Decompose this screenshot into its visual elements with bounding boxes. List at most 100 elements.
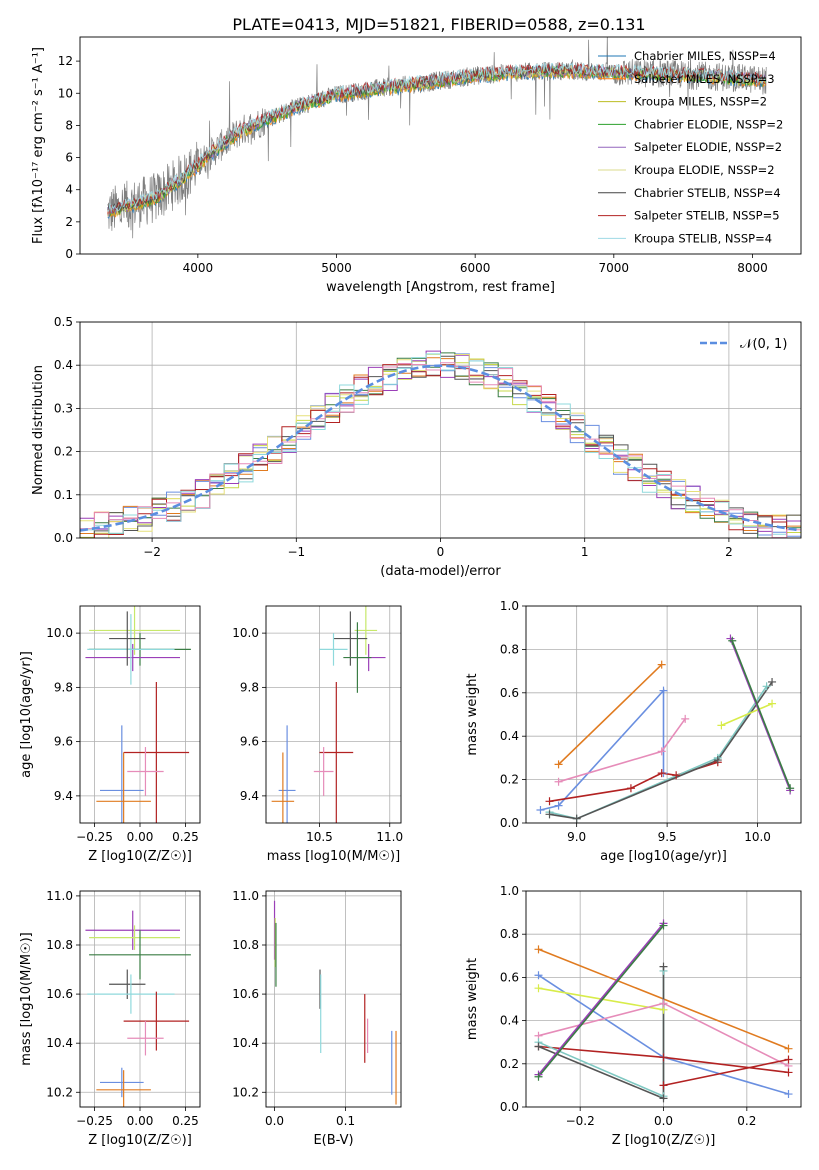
y-tick-label: 0.4 — [500, 729, 519, 743]
y-tick-label: 0.1 — [54, 488, 73, 502]
weight-point-marker — [717, 721, 726, 730]
legend-label: Kroupa ELODIE, NSSP=2 — [634, 163, 775, 177]
x-tick-label: 9.0 — [567, 830, 586, 844]
weight-point-marker — [659, 962, 668, 971]
weight-point-marker — [784, 1044, 793, 1053]
y-tick-label: 11.0 — [232, 889, 259, 903]
axes-frame — [79, 890, 201, 1108]
legend-label: 𝒩(0, 1) — [740, 337, 787, 352]
weight-point-marker — [713, 756, 722, 765]
x-tick-label: 0.25 — [172, 1114, 199, 1128]
y-tick-label: 10 — [58, 86, 73, 100]
y-tick-label: 9.4 — [240, 789, 259, 803]
legend-label: Kroupa MILES, NSSP=2 — [634, 95, 767, 109]
x-tick-label: −0.25 — [76, 1114, 113, 1128]
axes-frame — [79, 605, 201, 824]
weight-point-marker — [659, 999, 668, 1008]
legend-label: Salpeter STELIB, NSSP=5 — [634, 209, 780, 223]
y-tick-label: 0.5 — [54, 315, 73, 329]
x-tick-label: 9.5 — [658, 830, 677, 844]
x-tick-label: 0.1 — [336, 1114, 355, 1128]
weight-point-marker — [768, 677, 777, 686]
weight-point-marker — [534, 1042, 543, 1051]
weight-point-marker — [784, 1055, 793, 1064]
y-tick-label: 0.2 — [54, 445, 73, 459]
age-vs-z-panel: −0.25 0.00 0.25 9.4 9.6 9.8 10.0 Z [log10(Z/Z☉)… — [19, 605, 201, 864]
x-tick-label: 0.00 — [127, 830, 154, 844]
y-tick-label: 0.3 — [54, 401, 73, 415]
y-tick-label: 9.8 — [54, 680, 73, 694]
legend-label: Kroupa STELIB, NSSP=4 — [634, 231, 772, 245]
x-tick-label: 11.0 — [376, 830, 403, 844]
legend-label: Salpeter ELODIE, NSSP=2 — [634, 140, 782, 154]
x-tick-label: 0.00 — [127, 1114, 154, 1128]
x-tick-label: 8000 — [737, 261, 768, 275]
age-vs-mass-panel: 10.5 11.0 9.4 9.6 9.8 10.0 mass [log10(M/M☉)] — [232, 605, 403, 864]
weight-series-line — [558, 718, 686, 783]
x-axis-label: Z [log10(Z/Z☉)] — [88, 1133, 192, 1148]
weight-series-line — [538, 970, 665, 1098]
y-tick-label: 6 — [65, 151, 73, 165]
x-tick-label: 2 — [725, 545, 733, 559]
weight-point-marker — [762, 682, 771, 691]
y-tick-label: 11.0 — [46, 889, 73, 903]
spectrum-panel: 4000 5000 6000 7000 8000 0 2 4 6 8 10 12 wavelength … — [31, 36, 802, 295]
weight-point-marker — [786, 784, 795, 793]
figure-title: PLATE=0413, MJD=51821, FIBERID=0588, z=0… — [232, 15, 645, 34]
y-axis-label: Normed distribution — [31, 365, 46, 495]
weight-series-line — [537, 922, 665, 1076]
x-tick-label: 5000 — [321, 261, 352, 275]
x-tick-label: −0.2 — [566, 1114, 595, 1128]
weight-point-marker — [657, 660, 666, 669]
y-tick-label: 9.8 — [240, 680, 259, 694]
y-tick-label: 10.2 — [46, 1085, 73, 1099]
axes-frame — [525, 890, 802, 1108]
y-tick-label: 9.6 — [54, 735, 73, 749]
axes-frame — [265, 890, 402, 1108]
weight-point-marker — [536, 805, 545, 814]
legend-label: Chabrier ELODIE, NSSP=2 — [634, 117, 783, 131]
legend-label: Salpeter MILES, NSSP=3 — [634, 72, 775, 86]
y-tick-label: 0 — [65, 247, 73, 261]
y-tick-label: 10.8 — [46, 938, 73, 952]
x-tick-label: 10.0 — [744, 830, 771, 844]
weight-vs-z-panel: −0.2 0.0 0.2 0.0 0.2 0.4 0.6 0.8 1.0 Z [log10(Z/Z… — [465, 884, 802, 1148]
y-tick-label: 1.0 — [500, 884, 519, 898]
y-axis-label: age [log10(age/yr)] — [19, 651, 34, 778]
x-tick-label: 10.5 — [306, 830, 333, 844]
x-tick-label: 1 — [581, 545, 589, 559]
y-tick-label: 0.0 — [500, 1100, 519, 1114]
weight-series-line — [538, 966, 665, 1100]
y-tick-label: 10.6 — [46, 987, 73, 1001]
y-tick-label: 0.2 — [500, 773, 519, 787]
plot-area — [80, 322, 801, 538]
weight-point-marker — [534, 1072, 543, 1081]
y-axis-label: mass weight — [465, 958, 480, 1040]
weight-point-marker — [545, 797, 554, 806]
y-tick-label: 0.4 — [500, 1014, 519, 1028]
x-tick-label: 6000 — [460, 261, 491, 275]
y-tick-label: 0.2 — [500, 1057, 519, 1071]
plot-area — [80, 606, 200, 823]
y-tick-label: 4 — [65, 183, 73, 197]
y-tick-label: 0.8 — [500, 642, 519, 656]
mass-vs-z-panel: −0.25 0.00 0.25 10.2 10.4 10.6 10.8 11.0 Z [log1… — [19, 889, 201, 1148]
weight-point-marker — [659, 686, 668, 695]
weight-series-line — [731, 640, 791, 789]
weight-point-marker — [784, 1068, 793, 1077]
x-tick-label: 4000 — [183, 261, 214, 275]
weight-point-marker — [534, 971, 543, 980]
weight-point-marker — [659, 1081, 668, 1090]
weight-point-marker — [659, 1053, 668, 1062]
weight-point-marker — [672, 771, 681, 780]
y-tick-label: 9.4 — [54, 789, 73, 803]
plot-area — [266, 891, 401, 1107]
weight-series-line — [549, 681, 773, 820]
legend-label: Chabrier STELIB, NSSP=4 — [634, 186, 781, 200]
y-tick-label: 0.8 — [500, 927, 519, 941]
weight-point-marker — [657, 747, 666, 756]
y-tick-label: 0.4 — [54, 358, 73, 372]
y-tick-label: 2 — [65, 215, 73, 229]
axes-frame — [79, 36, 802, 255]
normal-curve-line — [80, 364, 801, 532]
